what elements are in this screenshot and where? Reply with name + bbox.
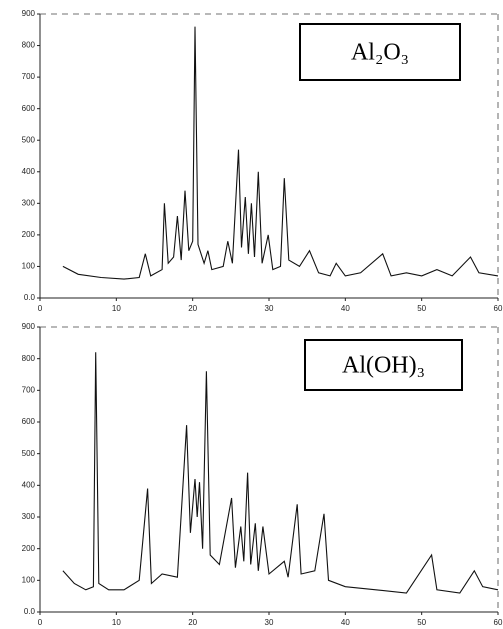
- title-box: [304, 339, 463, 391]
- x-tick-label: 10: [112, 304, 121, 313]
- data-line: [62, 352, 499, 594]
- y-tick-label: 800: [22, 354, 36, 363]
- x-tick-label: 30: [265, 618, 274, 627]
- y-tick-label: 600: [22, 104, 36, 113]
- x-tick-label: 20: [188, 618, 197, 627]
- y-tick-label: 300: [22, 198, 36, 207]
- x-tick-label: 0: [38, 618, 43, 627]
- y-tick-label: 200: [22, 544, 36, 553]
- x-tick-label: 40: [341, 304, 350, 313]
- chart-title: Al₂O₃: [351, 40, 409, 66]
- y-tick-label: 900: [22, 322, 36, 331]
- y-tick-label: 700: [22, 72, 36, 81]
- y-tick-label: 800: [22, 41, 36, 50]
- data-line: [62, 26, 499, 280]
- y-tick-label: 600: [22, 417, 36, 426]
- y-tick-label: 400: [22, 167, 36, 176]
- x-tick-label: 20: [188, 304, 197, 313]
- y-tick-label: 0.0: [24, 293, 36, 302]
- y-tick-label: 300: [22, 512, 36, 521]
- x-tick-label: 40: [341, 618, 350, 627]
- x-tick-label: 30: [265, 304, 274, 313]
- y-tick-label: 100: [22, 575, 36, 584]
- y-tick-label: 700: [22, 385, 36, 394]
- title-box: [299, 23, 461, 81]
- x-tick-label: 0: [38, 304, 43, 313]
- x-tick-label: 10: [112, 618, 121, 627]
- x-tick-label: 50: [417, 618, 426, 627]
- y-tick-label: 500: [22, 135, 36, 144]
- y-tick-label: 500: [22, 449, 36, 458]
- y-tick-label: 100: [22, 262, 36, 271]
- y-tick-label: 900: [22, 9, 36, 18]
- y-tick-label: 0.0: [24, 607, 36, 616]
- x-tick-label: 60: [494, 618, 503, 627]
- y-tick-label: 400: [22, 480, 36, 489]
- x-tick-label: 60: [494, 304, 503, 313]
- chart-title: Al(OH)₃: [342, 353, 425, 379]
- x-tick-label: 50: [417, 304, 426, 313]
- y-tick-label: 200: [22, 230, 36, 239]
